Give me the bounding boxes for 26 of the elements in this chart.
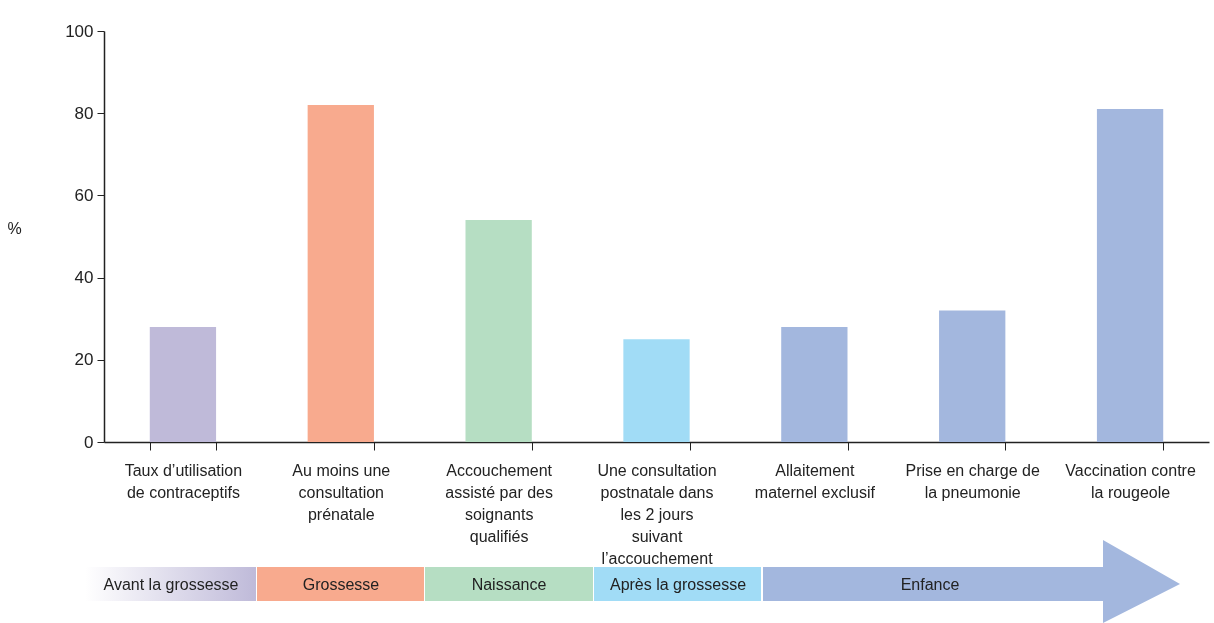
bar xyxy=(939,310,1006,442)
x-tick-label: Au moins une consultation prénatale xyxy=(292,461,391,523)
y-tick-label: 0 xyxy=(84,432,94,452)
text: Après la grossesse xyxy=(609,576,747,593)
text: Enfance xyxy=(900,576,960,593)
text: Avant la grossesse xyxy=(103,576,239,593)
bar xyxy=(781,326,848,442)
x-tick-label: Taux d’utilisation de contraceptifs xyxy=(124,461,243,501)
bar xyxy=(623,339,690,442)
x-tick-label: Prise en charge de la pneumonie xyxy=(905,461,1040,501)
y-tick-label: 60 xyxy=(74,185,94,205)
bar xyxy=(307,104,374,442)
x-tick-label: Allaitement maternel exclusif xyxy=(754,461,876,501)
y-tick-label: 20 xyxy=(74,350,94,370)
bar xyxy=(465,220,532,442)
text: Naissance xyxy=(471,576,547,593)
x-tick-label: Accouchement assisté par des soignants qualifiés xyxy=(445,461,553,545)
bar xyxy=(1096,109,1164,442)
x-tick-label: Vaccination contre la rougeole xyxy=(1065,461,1196,501)
y-axis-title: % xyxy=(7,219,22,237)
y-tick-label: 100 xyxy=(65,21,94,41)
y-tick-label: 80 xyxy=(74,103,94,123)
x-tick-label: Une consultation postnatale dans les 2 jours suivant l’accouchement xyxy=(597,461,717,567)
text: Grossesse xyxy=(302,576,380,593)
y-tick-label: 40 xyxy=(74,268,94,288)
bar xyxy=(149,326,217,442)
